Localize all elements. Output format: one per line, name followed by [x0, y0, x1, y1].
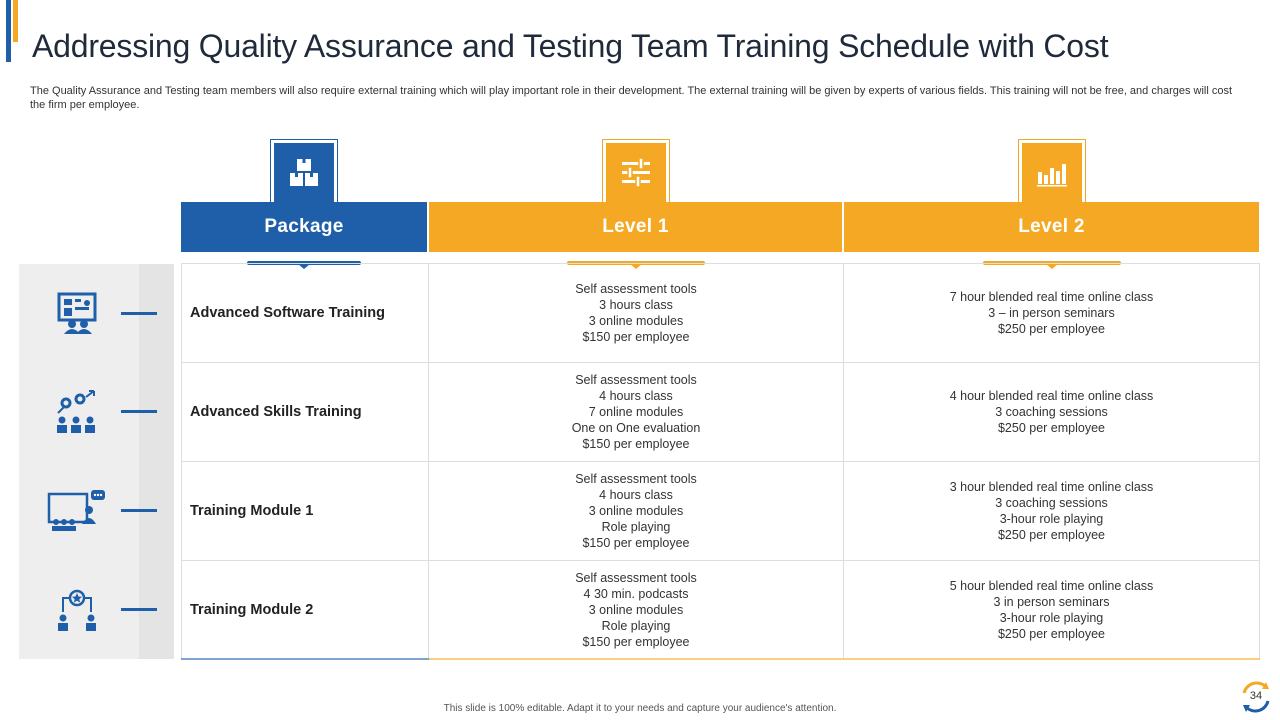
- page-title: Addressing Quality Assurance and Testing…: [32, 28, 1109, 64]
- cell-line: Self assessment tools: [575, 373, 697, 387]
- sliders-icon: [603, 140, 669, 206]
- classroom-icon: [46, 486, 108, 534]
- bar-chart-icon: [1019, 140, 1085, 206]
- level-2-cell: 5 hour blended real time online class 3 i…: [844, 561, 1260, 660]
- cell-line: 7 online modules: [588, 405, 684, 419]
- cell-line: 3 online modules: [588, 314, 684, 328]
- cell-line: 3-hour role playing: [999, 512, 1104, 526]
- column-header-package: Package: [181, 202, 427, 252]
- cell-line: 3 coaching sessions: [995, 405, 1108, 419]
- footer-note: This slide is 100% editable. Adapt it to…: [443, 703, 837, 714]
- cell-line: 3 online modules: [588, 603, 684, 617]
- cell-line: 3 hours class: [599, 298, 673, 312]
- side-panel-strip: [139, 264, 174, 659]
- cell-line: Self assessment tools: [575, 571, 697, 585]
- cell-line: Self assessment tools: [575, 472, 697, 486]
- level-2-cell: 7 hour blended real time online class 3 –…: [844, 264, 1260, 363]
- cell-line: 4 hour blended real time online class: [949, 389, 1154, 403]
- package-cell: Advanced Skills Training: [181, 363, 429, 462]
- cell-line: One on One evaluation: [571, 421, 701, 435]
- presentation-board-icon: [46, 289, 108, 337]
- row-connector: [121, 410, 157, 413]
- cell-line: 4 hours class: [599, 488, 673, 502]
- row-connector: [121, 509, 157, 512]
- level-1-cell: Self assessment tools 4 hours class 7 onli…: [429, 363, 844, 462]
- level-2-cell: 4 hour blended real time online class 3 c…: [844, 363, 1260, 462]
- cell-line: 3 in person seminars: [993, 595, 1110, 609]
- cell-line: 3 hour blended real time online class: [949, 480, 1154, 494]
- table-bottom-border-blue: [181, 658, 429, 660]
- training-table: Advanced Software Training Self assessmen…: [181, 264, 1260, 660]
- table-top-border: [181, 263, 1260, 264]
- level-1-cell: Self assessment tools 4 30 min. podcasts 3…: [429, 561, 844, 660]
- column-header-level-1: Level 1: [429, 202, 842, 252]
- cell-line: 3 online modules: [588, 504, 684, 518]
- boxes-icon: [271, 140, 337, 206]
- package-cell: Advanced Software Training: [181, 264, 429, 363]
- cell-line: Role playing: [601, 619, 671, 633]
- cell-line: $150 per employee: [582, 330, 690, 344]
- level-1-cell: Self assessment tools 3 hours class 3 onli…: [429, 264, 844, 363]
- page-number: 34: [1249, 690, 1263, 702]
- refresh-cycle-icon: [1242, 681, 1270, 713]
- cell-line: $150 per employee: [582, 437, 690, 451]
- star-mentor-icon: [46, 585, 108, 633]
- accent-bar-blue: [6, 0, 11, 62]
- cell-line: 4 hours class: [599, 389, 673, 403]
- page-subtitle: The Quality Assurance and Testing team m…: [30, 85, 1233, 111]
- cell-line: 5 hour blended real time online class: [949, 579, 1154, 593]
- cell-line: $250 per employee: [997, 421, 1105, 435]
- row-connector: [121, 312, 157, 315]
- table-bottom-border-orange: [429, 658, 1260, 660]
- level-1-cell: Self assessment tools 4 hours class 3 onli…: [429, 462, 844, 561]
- cell-line: $150 per employee: [582, 536, 690, 550]
- package-cell: Training Module 2: [181, 561, 429, 660]
- cell-line: 3 coaching sessions: [995, 496, 1108, 510]
- level-2-cell: 3 hour blended real time online class 3 c…: [844, 462, 1260, 561]
- gears-team-icon: [46, 388, 108, 436]
- cell-line: $250 per employee: [997, 528, 1105, 542]
- cell-line: $250 per employee: [997, 322, 1105, 336]
- package-cell: Training Module 1: [181, 462, 429, 561]
- column-header-level-2: Level 2: [844, 202, 1259, 252]
- cell-line: $250 per employee: [997, 627, 1105, 641]
- cell-line: 7 hour blended real time online class: [949, 290, 1154, 304]
- cell-line: Self assessment tools: [575, 282, 697, 296]
- cell-line: 4 30 min. podcasts: [583, 587, 689, 601]
- cell-line: Role playing: [601, 520, 671, 534]
- cell-line: 3-hour role playing: [999, 611, 1104, 625]
- cell-line: $150 per employee: [582, 635, 690, 649]
- accent-bar-orange: [13, 0, 18, 42]
- cell-line: 3 – in person seminars: [988, 306, 1115, 320]
- row-connector: [121, 608, 157, 611]
